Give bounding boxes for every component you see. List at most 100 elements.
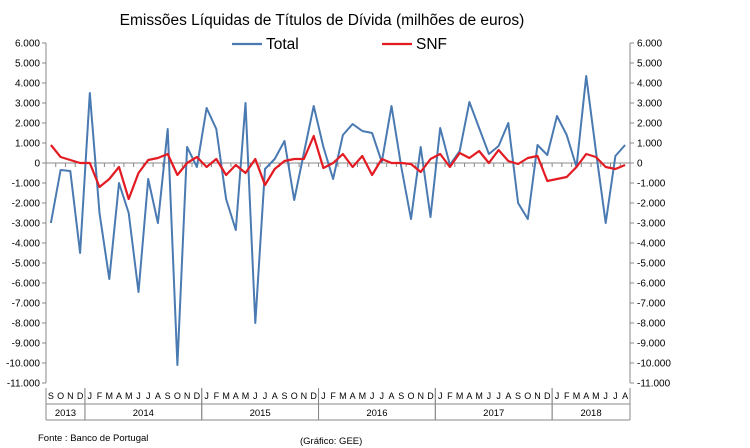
y-tick-label-right: -4.000	[637, 239, 666, 250]
y-tick-label-right: 5.000	[637, 59, 662, 70]
y-tick-label-left: 1.000	[15, 139, 40, 150]
x-month-label: J	[263, 391, 268, 401]
y-tick-label-left: -9.000	[12, 339, 41, 350]
x-month-label: M	[592, 391, 600, 401]
x-month-label: A	[583, 391, 589, 401]
x-year-label: 2015	[250, 408, 271, 419]
x-month-label: S	[165, 391, 171, 401]
y-tick-label-right: -7.000	[637, 299, 666, 310]
x-month-label: J	[603, 391, 608, 401]
x-month-label: O	[407, 391, 414, 401]
x-month-label: N	[67, 391, 74, 401]
x-month-label: J	[146, 391, 151, 401]
x-month-label: J	[438, 391, 443, 401]
y-tick-label-right: -8.000	[637, 319, 666, 330]
x-month-label: O	[291, 391, 298, 401]
x-year-label: 2018	[580, 408, 601, 419]
x-month-label: A	[155, 391, 161, 401]
y-tick-label-left: -5.000	[12, 259, 41, 270]
x-month-label: J	[88, 391, 93, 401]
x-year-label: 2014	[133, 408, 154, 419]
y-tick-label-right: 1.000	[637, 139, 662, 150]
x-month-label: F	[330, 391, 336, 401]
y-tick-label-right: 3.000	[637, 99, 662, 110]
y-tick-label-left: 3.000	[15, 99, 40, 110]
y-tick-label-right: -10.000	[637, 359, 671, 370]
x-month-label: M	[106, 391, 114, 401]
y-tick-label-right: -6.000	[637, 279, 666, 290]
y-tick-label-left: -3.000	[12, 219, 41, 230]
y-tick-label-left: 6.000	[15, 39, 40, 50]
x-month-label: S	[515, 391, 521, 401]
x-month-label: D	[544, 391, 551, 401]
x-month-label: J	[204, 391, 209, 401]
y-tick-label-left: -6.000	[12, 279, 41, 290]
series-line-snf	[50, 134, 626, 201]
x-month-label: D	[427, 391, 434, 401]
x-month-label: A	[505, 391, 511, 401]
chart-title: Emissões Líquidas de Títulos de Dívida (…	[120, 12, 525, 29]
y-tick-label-left: 4.000	[15, 79, 40, 90]
x-month-label: N	[534, 391, 541, 401]
y-tick-label-right: -9.000	[637, 339, 666, 350]
x-month-label: M	[475, 391, 483, 401]
y-tick-label-right: 2.000	[637, 119, 662, 130]
y-tick-label-left: -7.000	[12, 299, 41, 310]
y-tick-label-left: -10.000	[6, 359, 40, 370]
x-month-label: A	[466, 391, 472, 401]
y-tick-label-right: 0	[637, 159, 643, 170]
x-month-label: J	[496, 391, 501, 401]
x-month-label: S	[48, 391, 54, 401]
x-month-label: M	[242, 391, 250, 401]
x-month-label: D	[194, 391, 201, 401]
x-month-label: F	[97, 391, 103, 401]
x-month-label: M	[339, 391, 347, 401]
chart-credit: (Gráfico: GEE)	[300, 436, 362, 447]
x-month-label: J	[253, 391, 258, 401]
y-tick-label-right: 4.000	[637, 79, 662, 90]
x-month-label: A	[116, 391, 122, 401]
x-month-label: J	[321, 391, 326, 401]
series-line-total	[49, 75, 626, 366]
y-tick-label-left: 0	[34, 159, 40, 170]
y-tick-label-right: -5.000	[637, 259, 666, 270]
x-month-label: O	[57, 391, 64, 401]
x-month-label: A	[389, 391, 395, 401]
x-month-label: A	[272, 391, 278, 401]
y-tick-label-left: 2.000	[15, 119, 40, 130]
x-month-label: M	[222, 391, 230, 401]
legend: Total SNF	[232, 36, 447, 53]
x-month-label: M	[359, 391, 367, 401]
x-month-label: S	[281, 391, 287, 401]
x-month-label: M	[456, 391, 464, 401]
x-month-label: J	[613, 391, 618, 401]
x-month-label: A	[622, 391, 628, 401]
y-tick-label-left: -2.000	[12, 199, 41, 210]
y-tick-label-left: -1.000	[12, 179, 41, 190]
y-tick-label-right: -2.000	[637, 199, 666, 210]
x-year-label: 2017	[483, 408, 504, 419]
y-tick-label-left: -8.000	[12, 319, 41, 330]
x-month-label: D	[310, 391, 317, 401]
y-tick-label-left: -11.000	[7, 379, 41, 390]
x-month-label: A	[233, 391, 239, 401]
y-tick-label-right: 6.000	[637, 39, 662, 50]
source-note: Fonte : Banco de Portugal	[38, 433, 148, 444]
x-month-label: O	[174, 391, 181, 401]
x-month-label: O	[524, 391, 531, 401]
x-month-label: N	[184, 391, 191, 401]
x-month-label: A	[350, 391, 356, 401]
x-month-label: J	[555, 391, 560, 401]
y-tick-label-right: -3.000	[637, 219, 666, 230]
legend-label-total: Total	[266, 36, 299, 53]
y-tick-label-left: -4.000	[12, 239, 41, 250]
x-year-label: 2013	[55, 408, 76, 419]
x-month-label: N	[301, 391, 308, 401]
y-tick-label-right: -1.000	[637, 179, 666, 190]
x-year-label: 2016	[366, 408, 387, 419]
y-tick-label-right: -11.000	[637, 379, 671, 390]
y-tick-label-left: 5.000	[15, 59, 40, 70]
x-month-label: F	[564, 391, 570, 401]
x-month-label: J	[370, 391, 375, 401]
